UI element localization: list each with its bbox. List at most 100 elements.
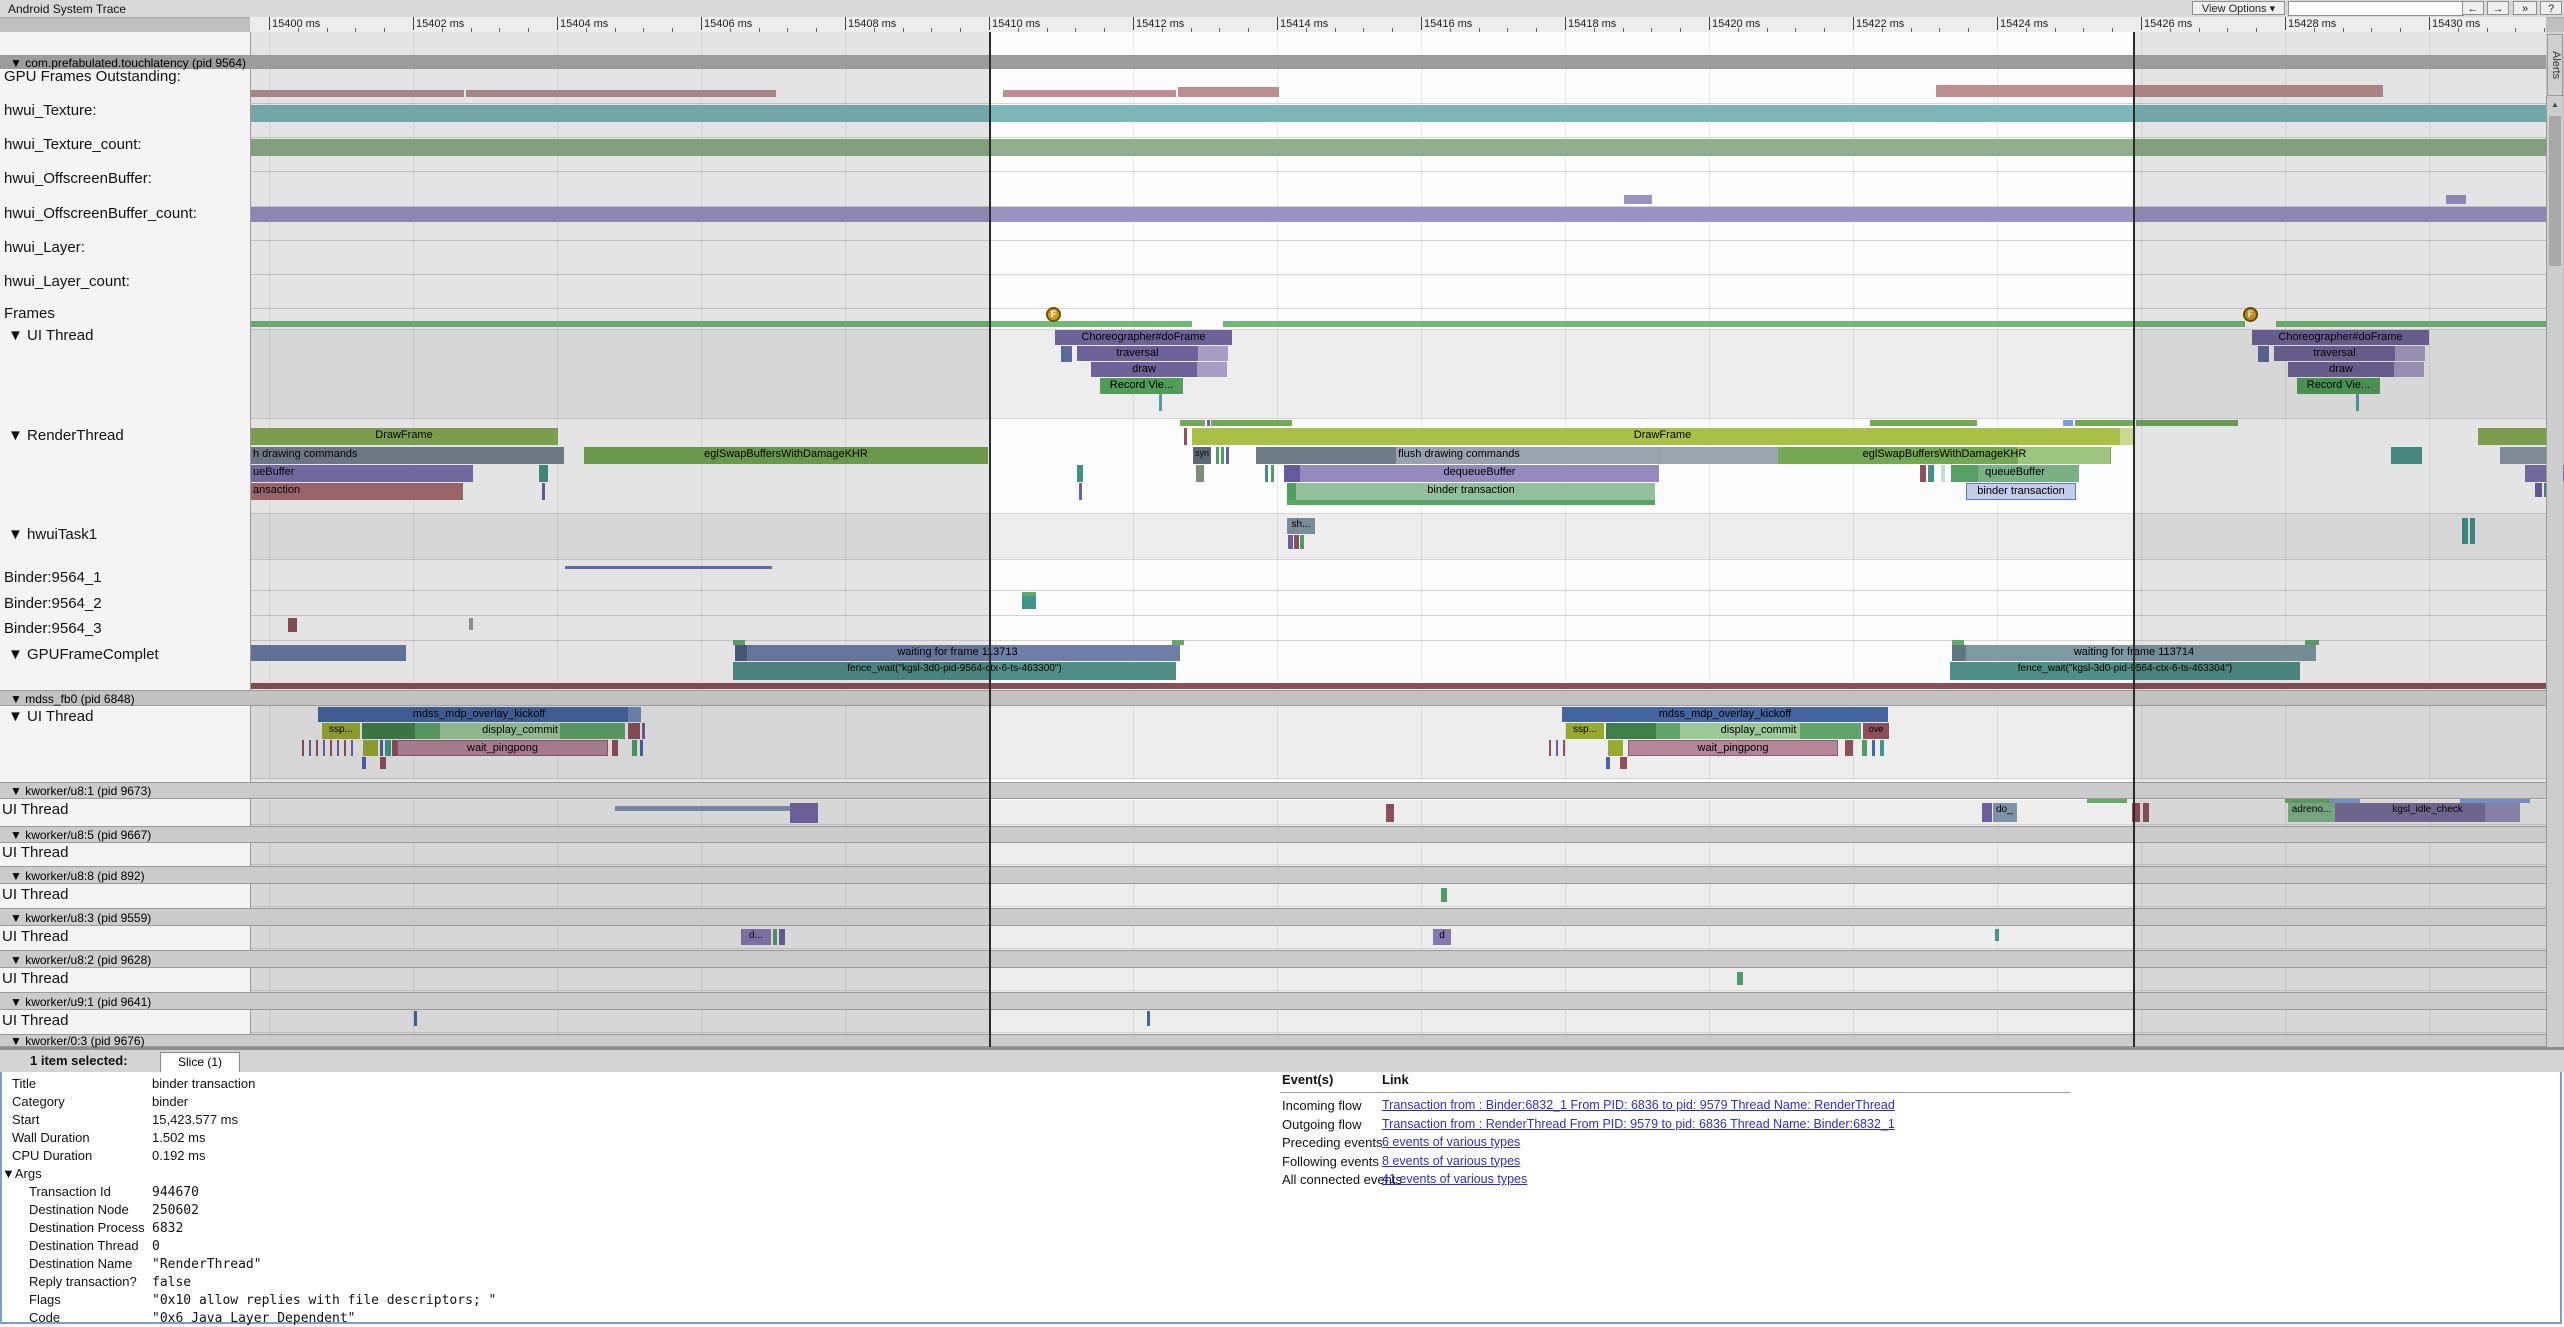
trace-slice[interactable]: eglSwapBuffersWithDamageKHR <box>1862 448 2027 460</box>
track-label[interactable]: ▼ UI Thread <box>8 708 94 725</box>
track-label[interactable]: Frames <box>4 305 55 322</box>
trace-slice[interactable]: display_commit <box>482 724 558 736</box>
process-header[interactable]: ▼ kworker/u8:2 (pid 9628) <box>0 950 2546 968</box>
trace-slice[interactable] <box>250 139 2546 156</box>
trace-slice[interactable] <box>1952 640 1964 645</box>
trace-slice[interactable]: fence_wait("kgsl-3d0-pid-9564-ctx-6-ts-4… <box>1950 662 2300 680</box>
trace-slice[interactable] <box>773 929 777 945</box>
track-label[interactable]: Binder:9564_3 <box>4 620 102 637</box>
trace-slice[interactable]: DrawFrame <box>250 428 558 445</box>
trace-slice[interactable] <box>1951 465 1978 482</box>
trace-slice[interactable] <box>1928 465 1934 482</box>
scroll-up-icon[interactable]: ▲ <box>2551 100 2559 109</box>
trace-slice[interactable] <box>1880 740 1884 756</box>
trace-slice[interactable]: wait_pingpong <box>397 740 608 756</box>
trace-slice[interactable] <box>1862 740 1867 756</box>
trace-slice[interactable] <box>363 740 378 756</box>
track-label[interactable]: Binder:9564_2 <box>4 595 102 612</box>
trace-slice[interactable] <box>2394 362 2424 377</box>
trace-slice[interactable] <box>779 929 785 945</box>
trace-slice[interactable] <box>1556 740 1558 756</box>
trace-slice[interactable]: dequeueBuffer <box>1300 465 1659 482</box>
trace-slice[interactable]: traversal <box>1077 346 1198 361</box>
track-label[interactable]: UI Thread <box>2 970 69 987</box>
event-link[interactable]: Transaction from : Binder:6832_1 From PI… <box>1382 1098 1895 1112</box>
trace-slice[interactable] <box>1207 420 1210 426</box>
trace-slice[interactable] <box>1216 447 1219 464</box>
trace-slice[interactable] <box>380 757 386 769</box>
trace-slice[interactable]: ansaction <box>250 483 463 500</box>
track-label[interactable]: UI Thread <box>2 1012 69 1029</box>
trace-slice[interactable] <box>288 618 297 632</box>
trace-slice[interactable] <box>414 1011 417 1026</box>
trace-slice[interactable] <box>1079 483 1082 500</box>
trace-slice[interactable] <box>1184 428 1187 445</box>
trace-slice[interactable] <box>1061 346 1072 362</box>
track-label[interactable]: hwui_OffscreenBuffer: <box>4 170 152 187</box>
trace-slice[interactable] <box>565 566 772 569</box>
trace-slice[interactable] <box>735 645 747 661</box>
trace-slice[interactable] <box>2356 394 2359 411</box>
track-label[interactable]: ▼ UI Thread <box>8 327 94 344</box>
process-header[interactable]: ▼ kworker/u8:8 (pid 892) <box>0 866 2546 884</box>
trace-slice[interactable] <box>632 740 637 756</box>
trace-slice[interactable]: ssp... <box>322 723 360 739</box>
trace-slice[interactable] <box>628 707 641 722</box>
trace-slice[interactable]: waiting for frame 113713 <box>897 646 1018 658</box>
trace-slice[interactable] <box>1549 740 1551 756</box>
track-label[interactable]: ▼ RenderThread <box>8 427 124 444</box>
trace-slice[interactable] <box>362 757 366 769</box>
trace-slice[interactable] <box>466 90 776 97</box>
trace-slice[interactable] <box>1662 447 1778 464</box>
process-header[interactable]: ▼ kworker/u8:3 (pid 9559) <box>0 908 2546 926</box>
trace-slice[interactable]: ueBuffer <box>250 465 473 482</box>
help-button[interactable]: ? <box>2540 1 2562 15</box>
trace-slice[interactable] <box>250 90 464 97</box>
trace-slice[interactable] <box>1294 535 1299 549</box>
interest-range-marker[interactable] <box>989 32 991 1047</box>
trace-slice[interactable] <box>2500 447 2546 464</box>
trace-slice[interactable] <box>2087 798 2127 803</box>
trace-slice[interactable]: syn <box>1193 447 1211 464</box>
trace-slice[interactable] <box>1211 420 1292 426</box>
trace-slice[interactable] <box>2063 420 2073 426</box>
trace-slice[interactable] <box>250 683 2546 689</box>
trace-slice[interactable] <box>2132 803 2140 822</box>
process-header[interactable]: ▼ mdss_fb0 (pid 6848) <box>0 690 2546 706</box>
trace-slice[interactable] <box>733 640 745 645</box>
event-link[interactable]: 8 events of various types <box>1382 1153 1521 1168</box>
trace-slice[interactable] <box>1178 87 1279 97</box>
trace-slice[interactable]: eglSwapBuffersWithDamageKHR <box>584 447 988 464</box>
trace-slice[interactable] <box>250 321 1192 327</box>
process-header[interactable]: ▼ kworker/u8:5 (pid 9667) <box>0 826 2546 843</box>
trace-slice[interactable] <box>2462 518 2468 544</box>
trace-slice[interactable] <box>1196 465 1204 482</box>
trace-slice[interactable]: mdss_mdp_overlay_kickoff <box>1562 707 1888 722</box>
trace-slice[interactable]: Choreographer#doFrame <box>1055 330 1232 345</box>
trace-slice[interactable] <box>1300 535 1304 549</box>
trace-slice[interactable] <box>1288 535 1293 549</box>
trace-slice[interactable] <box>1737 972 1743 985</box>
frame-marker-icon[interactable]: F <box>1046 307 1061 322</box>
trace-slice[interactable] <box>2276 321 2546 327</box>
trace-slice[interactable] <box>380 740 383 756</box>
trace-slice[interactable] <box>1022 596 1036 609</box>
trace-slice[interactable] <box>2075 420 2133 426</box>
trace-slice[interactable] <box>2143 803 2149 822</box>
trace-slice[interactable] <box>2335 803 2485 822</box>
view-options-button[interactable]: View Options ▾ <box>2192 1 2285 15</box>
trace-slice[interactable] <box>351 740 353 756</box>
trace-slice[interactable] <box>539 465 548 482</box>
trace-slice[interactable]: ssp... <box>1566 723 1604 739</box>
trace-slice[interactable]: traversal <box>2274 346 2395 361</box>
trace-slice[interactable] <box>250 207 2546 222</box>
trace-slice[interactable] <box>2395 346 2425 361</box>
trace-slice[interactable]: DrawFrame <box>1192 428 2133 445</box>
trace-slice[interactable] <box>2330 798 2360 803</box>
trace-slice[interactable] <box>1396 447 1662 464</box>
event-link[interactable]: Transaction from : RenderThread From PID… <box>1382 1116 1895 1131</box>
track-label[interactable]: UI Thread <box>2 801 69 818</box>
frame-marker-icon[interactable]: F <box>2243 307 2258 322</box>
trace-slice[interactable] <box>1606 757 1610 769</box>
